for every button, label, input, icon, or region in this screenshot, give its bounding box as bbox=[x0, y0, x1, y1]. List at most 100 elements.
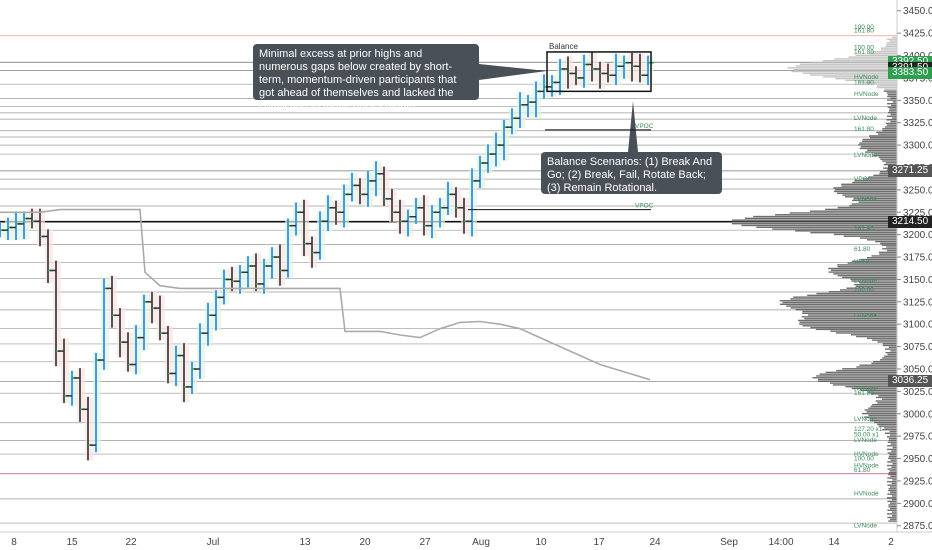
x-tick-label: 17 bbox=[593, 537, 605, 548]
volume-profile-row bbox=[795, 65, 897, 67]
volume-profile-row bbox=[793, 68, 897, 71]
level-label: 161.80 bbox=[854, 49, 874, 56]
callout-pointer-2 bbox=[628, 101, 638, 152]
volume-profile-row bbox=[732, 219, 897, 221]
volume-profile-row bbox=[849, 205, 897, 207]
volume-profile-row bbox=[855, 54, 897, 57]
volume-profile-row bbox=[779, 300, 897, 302]
y-tick-label: 3450.00 bbox=[903, 6, 932, 17]
level-label: LVNode bbox=[854, 312, 877, 319]
volume-profile-row bbox=[892, 479, 897, 481]
y-tick-label: 3300.00 bbox=[903, 141, 932, 152]
volume-profile-row bbox=[816, 375, 897, 377]
volume-profile-row bbox=[853, 197, 897, 200]
y-tick-label: 3250.00 bbox=[903, 185, 932, 196]
volume-profile-row bbox=[799, 63, 897, 65]
balance-label: Balance bbox=[549, 42, 578, 51]
volume-profile-row bbox=[878, 156, 897, 159]
volume-profile-row bbox=[825, 208, 897, 211]
volume-profile-row bbox=[832, 384, 897, 386]
volume-profile-row bbox=[887, 464, 897, 467]
volume-profile-row bbox=[884, 355, 897, 357]
volume-profile-row bbox=[888, 457, 897, 460]
volume-profile-row bbox=[888, 110, 897, 112]
volume-profile-row bbox=[809, 210, 897, 212]
x-tick-label: 24 bbox=[649, 537, 661, 548]
x-tick-label: 14:00 bbox=[768, 537, 793, 548]
level-label: 100.00 bbox=[854, 44, 874, 51]
volume-profile-row bbox=[891, 498, 897, 501]
x-axis-ticks: 8 15 22 Jul 13 20 27 Aug 10 17 24 Sep 14:00 14 2 bbox=[11, 537, 894, 548]
volume-profile-row bbox=[877, 341, 897, 343]
volume-profile-row bbox=[883, 90, 897, 92]
volume-profile-row bbox=[880, 359, 897, 361]
volume-profile-row bbox=[845, 386, 897, 388]
volume-profile-row bbox=[860, 237, 897, 239]
level-label: LVNode bbox=[854, 115, 877, 122]
volume-profile-row bbox=[793, 296, 897, 298]
volume-profile-row bbox=[825, 371, 897, 374]
volume-profile-row bbox=[775, 214, 897, 216]
volume-profile-row bbox=[810, 231, 897, 234]
volume-profile-row bbox=[835, 332, 897, 334]
level-label: LVNode bbox=[854, 196, 877, 203]
volume-profile-row bbox=[753, 215, 897, 218]
volume-profile-row bbox=[886, 43, 897, 46]
volume-profile-row bbox=[864, 83, 897, 85]
volume-profile-row bbox=[798, 319, 897, 322]
volume-profile-row bbox=[888, 473, 897, 476]
volume-profile-row bbox=[837, 265, 897, 268]
y-tick-label: 3150.00 bbox=[903, 275, 932, 286]
volume-profile-row bbox=[843, 235, 897, 237]
volume-profile-row bbox=[889, 108, 897, 110]
volume-profile-row bbox=[842, 276, 897, 279]
volume-profile-row bbox=[882, 344, 897, 347]
volume-profile-row bbox=[888, 520, 897, 522]
volume-profile-row bbox=[822, 60, 897, 62]
volume-profile-row bbox=[816, 292, 897, 295]
level-label: 161.80 bbox=[854, 225, 874, 232]
volume-profile-row bbox=[892, 36, 897, 39]
volume-profile-row bbox=[862, 412, 897, 415]
volume-profile-row bbox=[889, 470, 897, 472]
x-tick-label: Sep bbox=[720, 537, 738, 548]
volume-profile-row bbox=[844, 196, 897, 198]
volume-profile-row bbox=[881, 398, 897, 400]
volume-profile-row bbox=[867, 391, 897, 393]
volume-profile-row bbox=[889, 430, 897, 433]
y-tick-label: 2925.00 bbox=[903, 476, 932, 487]
y-axis-ticks: 3450.003425.003400.003375.003350.003325.… bbox=[897, 6, 932, 532]
x-tick-label: 27 bbox=[419, 537, 431, 548]
level-label: 61.80 bbox=[854, 246, 871, 253]
volume-profile-row bbox=[886, 249, 897, 252]
volume-profile-row bbox=[874, 421, 897, 424]
volume-profile-row bbox=[866, 337, 897, 340]
level-label: 50.00 x1 bbox=[854, 431, 879, 438]
volume-profile-row bbox=[812, 377, 897, 379]
y-tick-label: 3075.00 bbox=[903, 342, 932, 353]
level-label: 127.20 x1 bbox=[854, 426, 883, 433]
volume-profile-row bbox=[889, 502, 897, 504]
volume-profile-row bbox=[807, 314, 897, 316]
volume-profile-row bbox=[890, 350, 897, 352]
volume-profile-row bbox=[854, 180, 897, 182]
volume-profile-row bbox=[888, 504, 897, 506]
volume-profile-row bbox=[882, 248, 897, 250]
volume-profile-row bbox=[886, 122, 897, 125]
volume-profile-row bbox=[833, 233, 897, 236]
price-bars bbox=[0, 51, 654, 461]
volume-profile-row bbox=[887, 516, 897, 519]
volume-profile-row bbox=[890, 97, 897, 100]
volume-profile-row bbox=[892, 101, 897, 103]
volume-profile-row bbox=[859, 147, 897, 150]
x-tick-label: 10 bbox=[535, 537, 547, 548]
volume-profile-row bbox=[890, 120, 897, 123]
volume-profile-row bbox=[850, 278, 897, 280]
volume-profile-row bbox=[882, 428, 897, 431]
level-label: 161.80 bbox=[854, 390, 874, 397]
level-label: HVNode bbox=[854, 386, 879, 393]
y-tick-label: 2900.00 bbox=[903, 499, 932, 510]
volume-profile-row bbox=[873, 153, 897, 155]
vpoc-label-upper: VPOC bbox=[635, 123, 654, 130]
